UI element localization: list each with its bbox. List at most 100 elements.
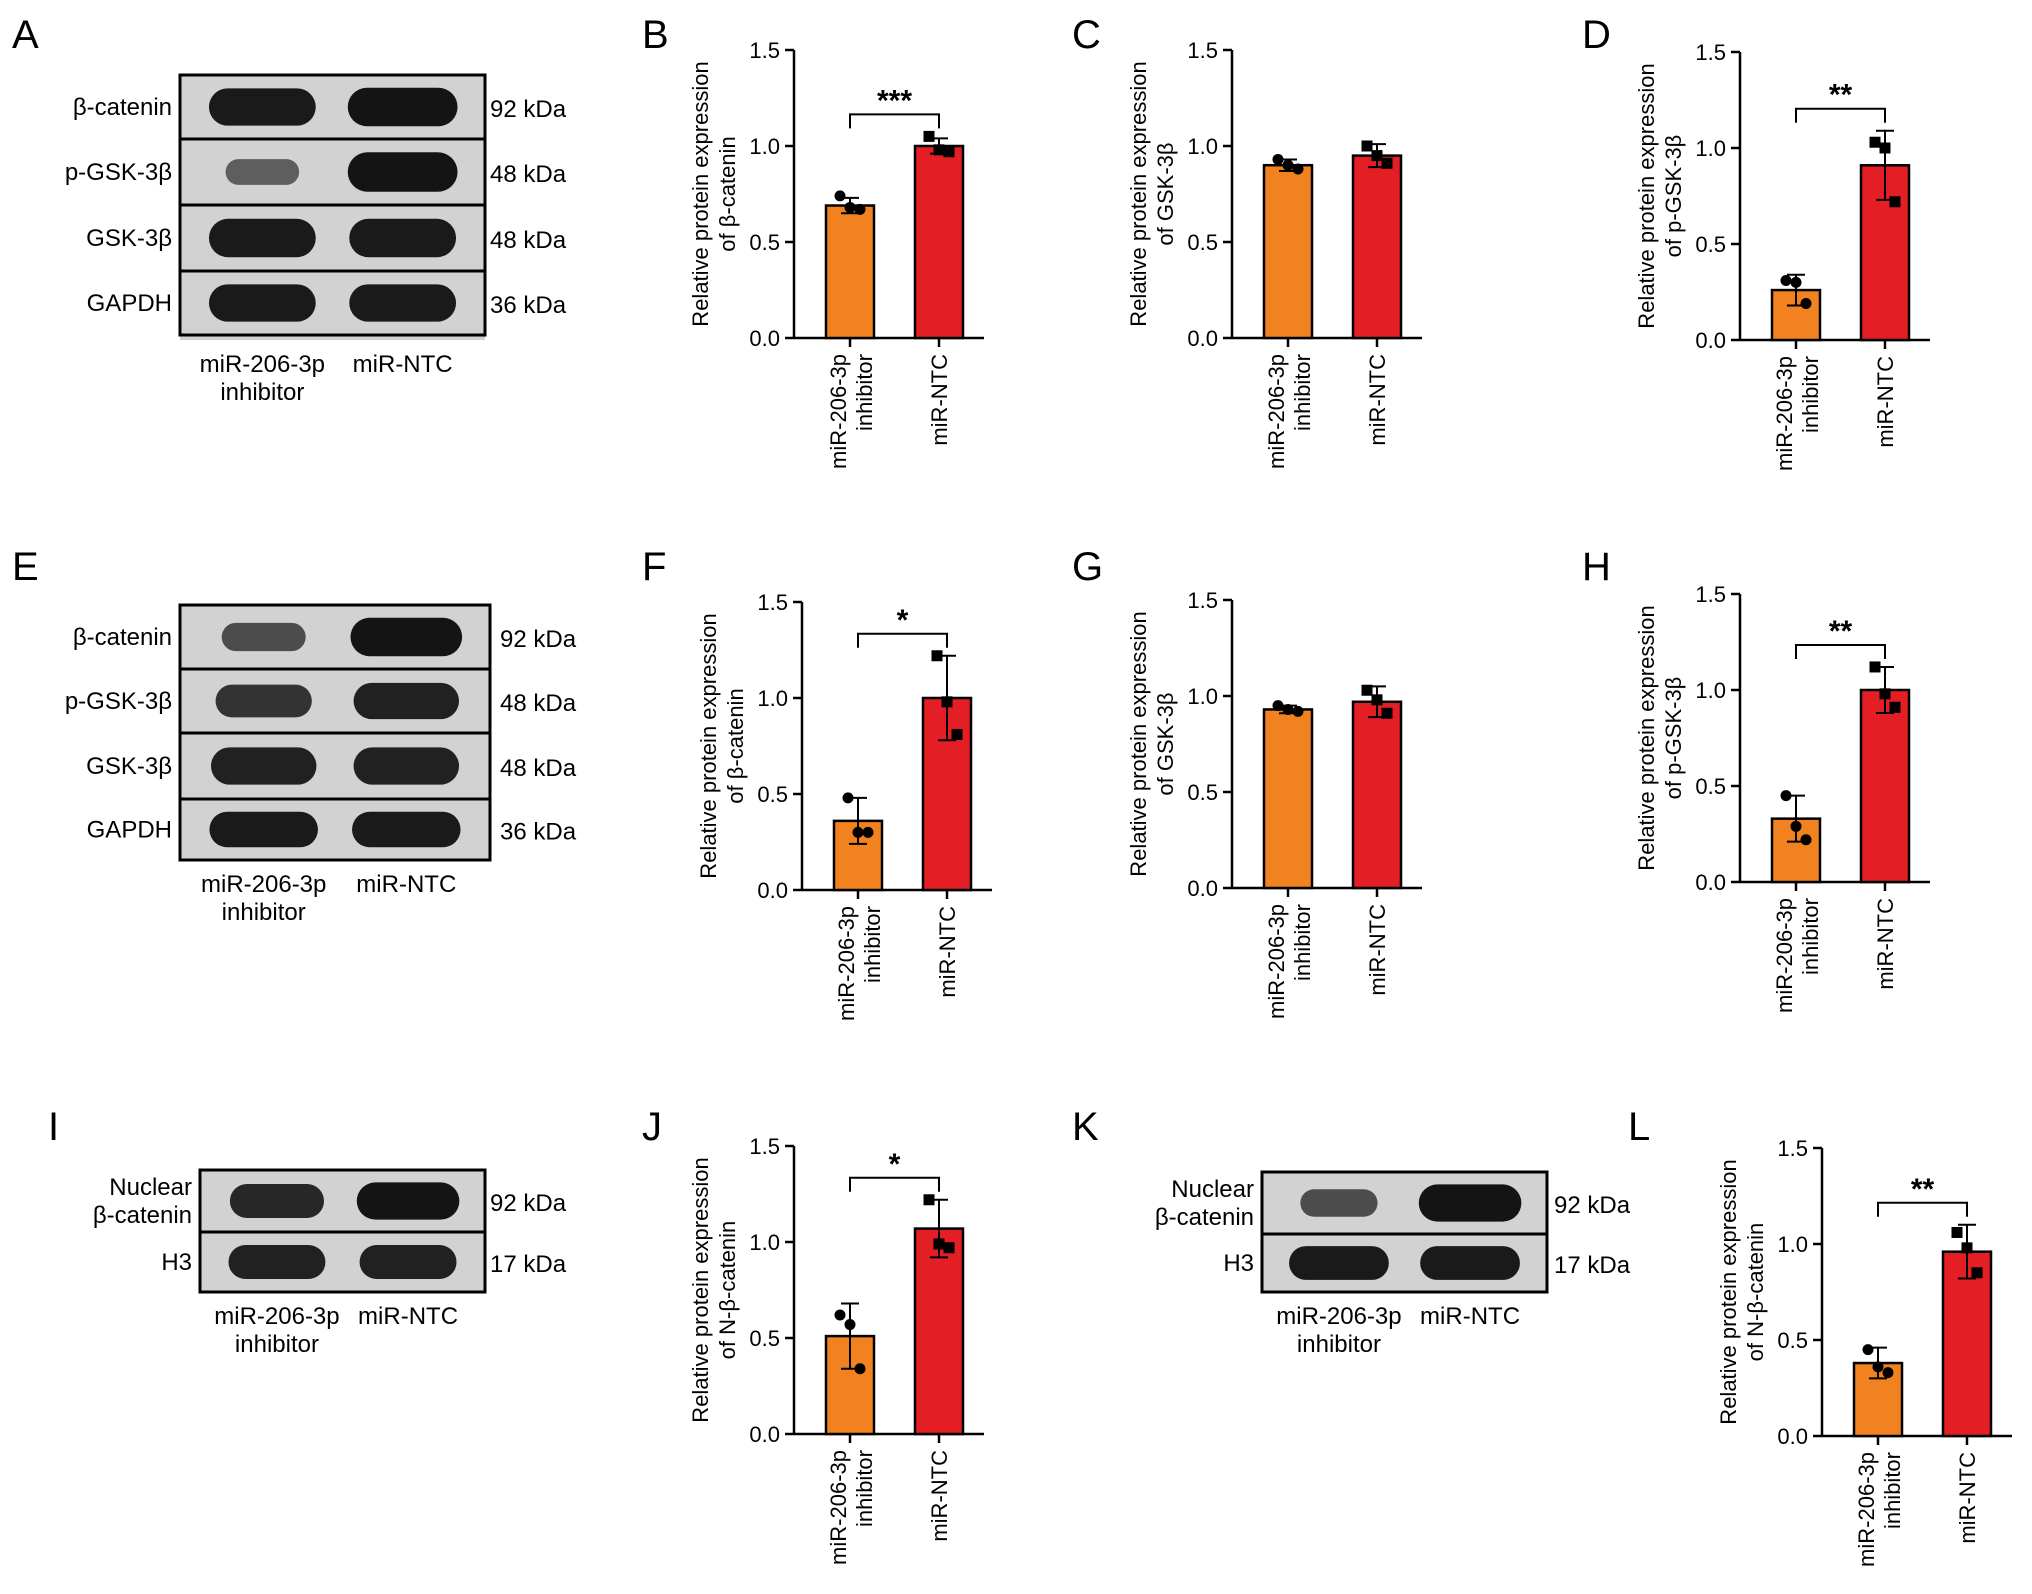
blot-row: β-catenin 92 kDa bbox=[73, 603, 577, 671]
protein-label: Nuclear β-catenin bbox=[1155, 1176, 1254, 1231]
y-tick-label: 0.5 bbox=[749, 1326, 780, 1351]
blot-panel-k: Nuclear β-catenin 92 kDa H3 17 kDa miR-206-3p… bbox=[1155, 1170, 1631, 1358]
protein-band bbox=[208, 284, 316, 322]
significance-bracket bbox=[857, 632, 948, 648]
blot-row-frame bbox=[178, 269, 487, 337]
data-point bbox=[1961, 1242, 1973, 1254]
bar bbox=[1262, 163, 1314, 340]
panel-letter-k: K bbox=[1072, 1105, 1099, 1149]
data-point bbox=[1780, 790, 1792, 802]
blot-row: GSK-3β 48 kDa bbox=[86, 203, 567, 273]
significance-stars: * bbox=[889, 1148, 901, 1181]
protein-band bbox=[352, 811, 461, 848]
bar bbox=[913, 1227, 965, 1436]
data-point bbox=[931, 650, 943, 662]
bar bbox=[824, 204, 876, 340]
data-point bbox=[1889, 701, 1901, 713]
data-point bbox=[1951, 1226, 1963, 1238]
molecular-weight-label: 36 kDa bbox=[500, 819, 577, 846]
y-axis-label: Relative protein expressionof β-catenin bbox=[688, 61, 740, 326]
panel-letter-l: L bbox=[1628, 1105, 1650, 1149]
x-tick-label: miR-NTC bbox=[1873, 356, 1898, 448]
significance-bracket bbox=[1795, 643, 1886, 659]
data-point bbox=[842, 792, 854, 804]
molecular-weight-label: 48 kDa bbox=[500, 690, 577, 717]
y-tick-label: 1.5 bbox=[1187, 38, 1218, 63]
x-tick-label: miR-NTC bbox=[1955, 1452, 1980, 1544]
data-point bbox=[1381, 707, 1393, 719]
lane-label: miR-NTC bbox=[356, 871, 456, 898]
bar bbox=[1351, 700, 1403, 890]
y-tick-label: 0.0 bbox=[749, 1422, 780, 1447]
lane-label: miR-NTC bbox=[358, 1303, 458, 1330]
blot-row: p-GSK-3β 48 kDa bbox=[65, 667, 577, 735]
y-tick-label: 1.0 bbox=[1187, 684, 1218, 709]
lane-label: miR-206-3p inhibitor bbox=[200, 351, 325, 406]
significance-stars: * bbox=[897, 604, 909, 637]
panel-letter-h: H bbox=[1582, 545, 1611, 589]
data-point bbox=[923, 130, 935, 142]
protein-label: GAPDH bbox=[87, 290, 172, 317]
data-point bbox=[1361, 684, 1373, 696]
y-tick-label: 1.0 bbox=[1777, 1232, 1808, 1257]
y-axis-label: Relative protein expressionof N-β-cateni… bbox=[688, 1157, 740, 1422]
western-blots: β-catenin 92 kDa p-GSK-3β 48 kDa GSK-3β 48 kD… bbox=[65, 73, 1631, 1358]
molecular-weight-label: 17 kDa bbox=[1554, 1252, 1631, 1279]
protein-band bbox=[1289, 1246, 1389, 1280]
y-tick-label: 1.5 bbox=[757, 590, 788, 615]
protein-band bbox=[208, 88, 316, 126]
y-tick-label: 1.0 bbox=[757, 686, 788, 711]
data-point bbox=[1371, 694, 1383, 706]
protein-label: p-GSK-3β bbox=[65, 688, 172, 715]
x-tick-label: miR-206-3pinhibitor bbox=[1264, 354, 1315, 469]
blot-row: Nuclear β-catenin 92 kDa bbox=[1155, 1170, 1631, 1236]
protein-label: H3 bbox=[1223, 1250, 1254, 1277]
significance-stars: ** bbox=[1829, 79, 1853, 112]
y-axis-label: Relative protein expressionof p-GSK-3β bbox=[1634, 63, 1686, 328]
protein-label: GSK-3β bbox=[86, 225, 172, 252]
chart-panel-c: 0.0 0.5 1.0 1.5 Relative protein expressiono… bbox=[1126, 38, 1422, 469]
molecular-weight-label: 92 kDa bbox=[1554, 1192, 1631, 1219]
significance-bracket bbox=[1877, 1201, 1968, 1217]
data-point bbox=[1282, 159, 1294, 171]
x-tick-label: miR-NTC bbox=[1365, 904, 1390, 996]
y-axis-label: Relative protein expressionof β-catenin bbox=[696, 613, 748, 878]
y-tick-label: 1.0 bbox=[1695, 136, 1726, 161]
blot-panel-a: β-catenin 92 kDa p-GSK-3β 48 kDa GSK-3β 48 kD… bbox=[65, 73, 567, 406]
protein-band bbox=[1420, 1246, 1520, 1280]
y-axis-label: Relative protein expressionof GSK-3β bbox=[1126, 611, 1178, 876]
y-tick-label: 1.5 bbox=[1777, 1136, 1808, 1161]
blot-row-frame bbox=[198, 1230, 487, 1294]
chart-panel-f: 0.0 0.5 1.0 1.5 Relative protein expressiono… bbox=[696, 590, 992, 1021]
data-point bbox=[943, 146, 955, 158]
x-tick-label: miR-206-3pinhibitor bbox=[1264, 904, 1315, 1019]
molecular-weight-label: 36 kDa bbox=[490, 292, 567, 319]
protein-label: GAPDH bbox=[87, 817, 172, 844]
bar-charts: 0.0 0.5 1.0 1.5 Relative protein expressiono… bbox=[688, 38, 2012, 1567]
x-tick-label: miR-206-3pinhibitor bbox=[1854, 1452, 1905, 1567]
y-tick-label: 0.0 bbox=[1777, 1424, 1808, 1449]
blot-row: GSK-3β 48 kDa bbox=[86, 731, 577, 801]
protein-band bbox=[1300, 1189, 1378, 1217]
lane-label: miR-NTC bbox=[353, 351, 453, 378]
panel-letters: A B C D E F G H I J K L bbox=[12, 13, 1650, 1149]
data-point bbox=[1790, 276, 1802, 288]
data-point bbox=[1879, 142, 1891, 154]
panel-letter-b: B bbox=[642, 13, 669, 57]
data-point bbox=[844, 1319, 856, 1331]
data-point bbox=[834, 190, 846, 202]
protein-label: β-catenin bbox=[73, 94, 172, 121]
molecular-weight-label: 92 kDa bbox=[490, 96, 567, 123]
data-point bbox=[1292, 163, 1304, 175]
y-tick-label: 0.5 bbox=[1695, 232, 1726, 257]
blot-row: H3 17 kDa bbox=[161, 1230, 567, 1294]
x-tick-label: miR-NTC bbox=[927, 1450, 952, 1542]
panel-letter-a: A bbox=[12, 13, 39, 57]
data-point bbox=[1879, 688, 1891, 700]
bar bbox=[1351, 154, 1403, 340]
data-point bbox=[1869, 661, 1881, 673]
data-point bbox=[1371, 150, 1383, 162]
y-tick-label: 1.5 bbox=[1695, 582, 1726, 607]
panel-letter-c: C bbox=[1072, 13, 1101, 57]
blot-row-frame bbox=[178, 797, 492, 862]
